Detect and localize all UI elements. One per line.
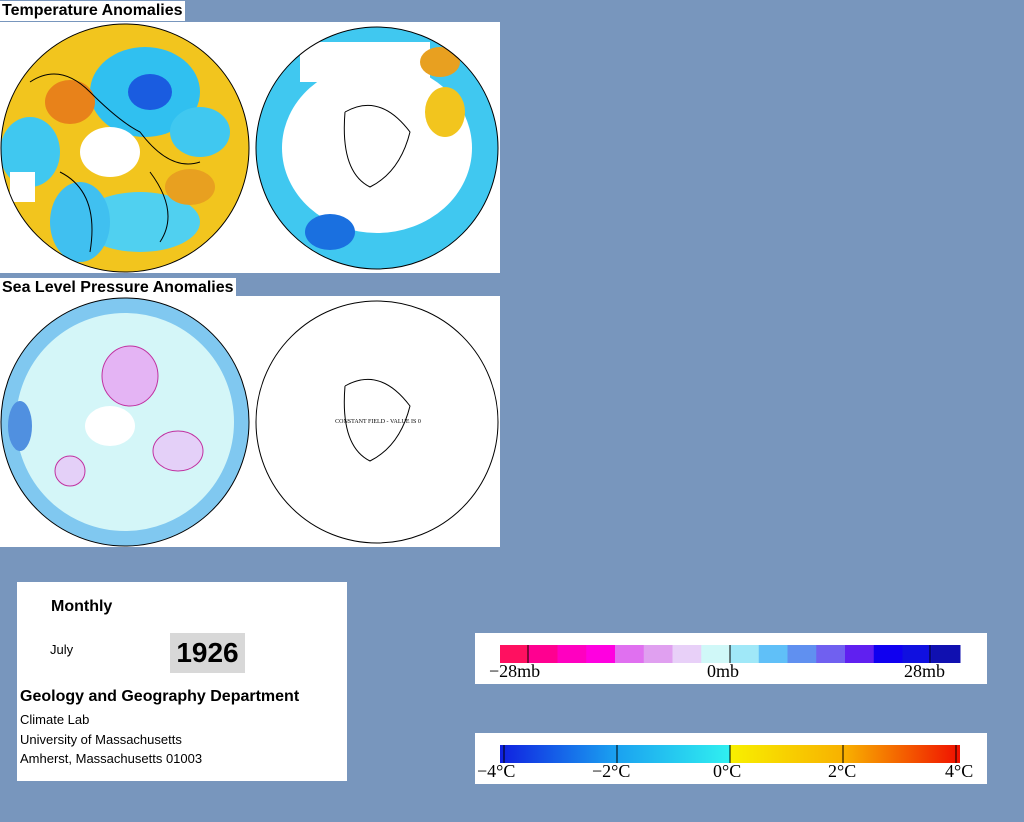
color-swatch <box>557 645 587 663</box>
color-swatch <box>902 645 932 663</box>
pressure-colorbar <box>500 645 961 663</box>
info-line: University of Massachusetts <box>20 732 182 747</box>
color-swatch <box>643 645 673 663</box>
color-swatch <box>816 645 846 663</box>
scale-label: −28mb <box>489 661 541 681</box>
info-line: Climate Lab <box>20 712 90 727</box>
pressure-maps: CONSTANT FIELD - VALUE IS 0 <box>0 296 500 547</box>
scale-label: 28mb <box>904 661 946 681</box>
color-swatch <box>586 645 616 663</box>
scale-label: 4°C <box>945 761 974 781</box>
color-swatch <box>845 645 875 663</box>
color-swatch <box>701 645 731 663</box>
color-swatch <box>873 645 903 663</box>
color-swatch <box>528 645 558 663</box>
color-swatch <box>730 645 760 663</box>
scale-label: 2°C <box>828 761 857 781</box>
panel-title: Temperature Anomalies <box>0 1 185 21</box>
north-hemisphere-temperature <box>1 24 249 272</box>
scale-label: 0°C <box>713 761 742 781</box>
pressure-scale: −28mb 0mb 28mb <box>475 633 987 684</box>
temperature-scale: −4°C −2°C 0°C 2°C 4°C <box>475 733 987 784</box>
year: 1926 <box>170 633 245 673</box>
temperature-maps <box>0 22 500 273</box>
info-line: Amherst, Massachusetts 01003 <box>20 751 203 766</box>
month: July <box>50 642 74 657</box>
temperature-colorbar <box>500 745 960 763</box>
color-swatch <box>615 645 645 663</box>
info-box: Monthly July 1926 Geology and Geography … <box>17 582 347 781</box>
map-note: CONSTANT FIELD - VALUE IS 0 <box>335 419 421 425</box>
department: Geology and Geography Department <box>20 688 300 705</box>
south-hemisphere-temperature <box>256 27 498 269</box>
color-swatch <box>931 645 961 663</box>
scale-label: 0mb <box>707 661 740 681</box>
color-swatch <box>758 645 788 663</box>
color-swatch <box>672 645 702 663</box>
panel-title: Sea Level Pressure Anomalies <box>0 278 236 298</box>
scale-label: −4°C <box>477 761 516 781</box>
color-swatch <box>787 645 817 663</box>
scale-label: −2°C <box>592 761 631 781</box>
frequency: Monthly <box>51 598 113 615</box>
north-hemisphere-pressure <box>1 298 249 546</box>
color-swatch <box>500 645 530 663</box>
